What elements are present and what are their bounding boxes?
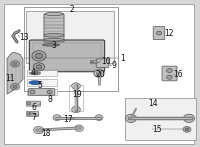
Bar xyxy=(45,24,63,26)
Text: 13: 13 xyxy=(19,33,29,42)
Circle shape xyxy=(32,51,46,61)
Circle shape xyxy=(34,126,44,134)
Text: 16: 16 xyxy=(173,70,183,80)
Text: 14: 14 xyxy=(148,99,158,108)
Text: 12: 12 xyxy=(164,29,174,38)
Bar xyxy=(33,43,101,70)
FancyBboxPatch shape xyxy=(44,14,64,42)
Circle shape xyxy=(185,128,189,131)
Circle shape xyxy=(47,90,52,94)
Bar xyxy=(69,85,83,111)
Circle shape xyxy=(94,70,104,77)
Circle shape xyxy=(91,61,93,63)
Ellipse shape xyxy=(45,12,63,16)
Polygon shape xyxy=(7,52,23,94)
Circle shape xyxy=(167,69,172,73)
Bar xyxy=(24,7,118,91)
Circle shape xyxy=(96,72,102,75)
Text: 6: 6 xyxy=(31,103,36,112)
Circle shape xyxy=(72,83,80,89)
Circle shape xyxy=(11,61,19,67)
Text: 20: 20 xyxy=(95,70,105,80)
Bar xyxy=(45,27,63,29)
Circle shape xyxy=(27,102,31,105)
Circle shape xyxy=(13,62,17,65)
Text: 5: 5 xyxy=(37,81,42,90)
Text: 1: 1 xyxy=(120,54,125,63)
Ellipse shape xyxy=(44,34,64,37)
Text: 4: 4 xyxy=(31,68,36,77)
FancyBboxPatch shape xyxy=(153,27,165,40)
Text: 2: 2 xyxy=(69,5,74,14)
Text: 10: 10 xyxy=(101,57,111,66)
FancyBboxPatch shape xyxy=(96,59,109,67)
Text: 19: 19 xyxy=(72,90,82,99)
Circle shape xyxy=(11,83,19,90)
Ellipse shape xyxy=(31,82,39,84)
Text: 8: 8 xyxy=(47,95,52,105)
Circle shape xyxy=(53,115,61,121)
Ellipse shape xyxy=(30,72,40,75)
Circle shape xyxy=(156,31,162,35)
Text: 18: 18 xyxy=(41,128,50,138)
Circle shape xyxy=(183,114,195,122)
Text: 7: 7 xyxy=(31,113,36,122)
Circle shape xyxy=(13,85,17,88)
FancyBboxPatch shape xyxy=(29,40,105,72)
Text: 11: 11 xyxy=(5,74,14,83)
Bar xyxy=(27,79,57,86)
Bar xyxy=(27,89,57,95)
Circle shape xyxy=(36,65,42,69)
Circle shape xyxy=(75,125,83,131)
Text: 9: 9 xyxy=(111,61,116,70)
FancyBboxPatch shape xyxy=(28,88,55,95)
Circle shape xyxy=(167,75,172,79)
Bar xyxy=(45,31,63,32)
Circle shape xyxy=(30,90,35,94)
Text: 15: 15 xyxy=(152,125,162,134)
Bar xyxy=(45,17,63,19)
Circle shape xyxy=(33,63,45,71)
Ellipse shape xyxy=(44,38,64,41)
Circle shape xyxy=(72,106,80,113)
Bar xyxy=(45,21,63,22)
Circle shape xyxy=(27,113,31,115)
Circle shape xyxy=(95,115,103,121)
Circle shape xyxy=(35,53,43,59)
FancyBboxPatch shape xyxy=(162,66,177,81)
Circle shape xyxy=(125,114,137,122)
Bar xyxy=(27,70,57,76)
FancyBboxPatch shape xyxy=(26,101,41,106)
Ellipse shape xyxy=(32,72,38,74)
Circle shape xyxy=(183,126,191,132)
Bar xyxy=(26,11,114,63)
Text: 3: 3 xyxy=(51,41,56,50)
Ellipse shape xyxy=(29,81,41,84)
FancyBboxPatch shape xyxy=(91,61,97,64)
Bar xyxy=(125,98,196,140)
FancyBboxPatch shape xyxy=(26,111,39,116)
Text: 17: 17 xyxy=(63,115,73,124)
